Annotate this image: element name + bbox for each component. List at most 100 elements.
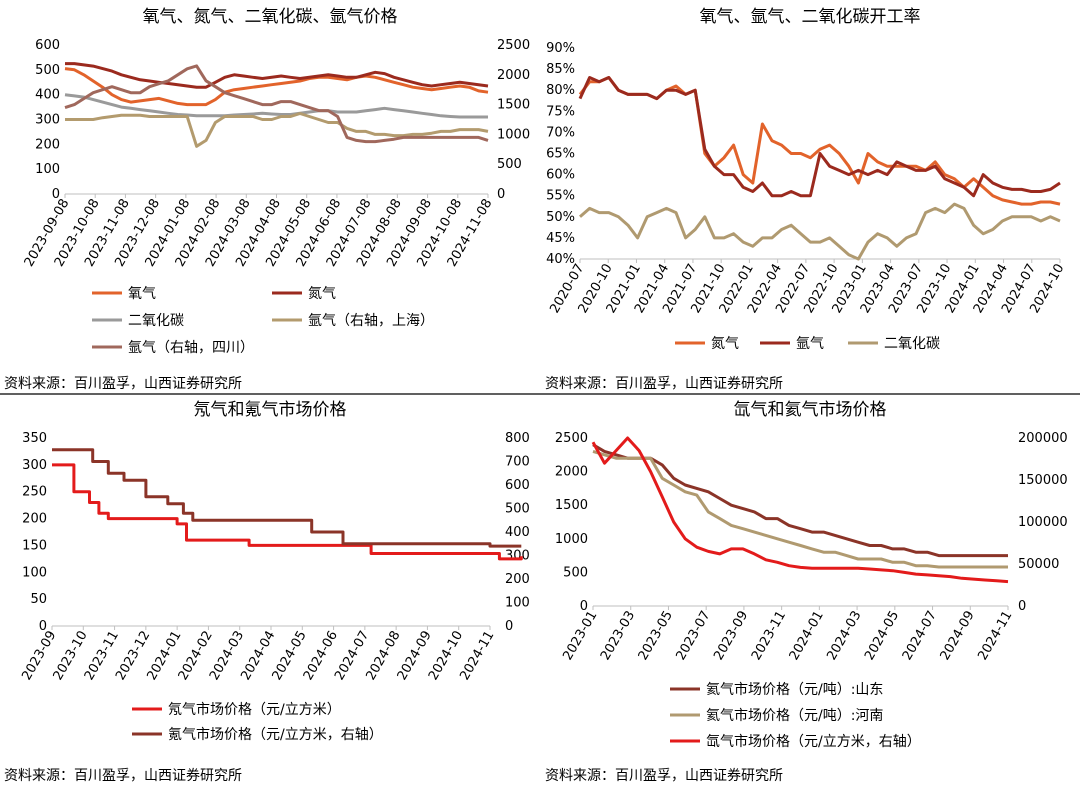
series-line: [592, 449, 1008, 569]
series-line: [65, 112, 489, 148]
x-tick-label: 2024-05: [862, 609, 902, 664]
x-tick-label: 2023-09: [711, 609, 751, 664]
y-tick-label: 2000: [555, 465, 588, 480]
y2-tick-label: 1500: [497, 98, 530, 113]
y-tick-label: 300: [35, 113, 60, 128]
y-tick-label: 45%: [546, 231, 575, 246]
y-tick-label: 0: [52, 187, 60, 202]
y2-tick-label: 50000: [1018, 557, 1059, 572]
y-tick-label: 65%: [546, 147, 575, 162]
y2-tick-label: 700: [505, 455, 530, 470]
y2-tick-label: 400: [505, 525, 530, 540]
y-tick-label: 0: [580, 599, 588, 614]
y2-tick-label: 500: [505, 502, 530, 517]
y-tick-label: 200: [22, 512, 47, 527]
x-tick-label: 2024-07: [900, 609, 940, 664]
y2-tick-label: 100000: [1018, 515, 1068, 530]
y-tick-label: 200: [35, 137, 60, 152]
series-line: [64, 67, 489, 107]
legend-label: 氖气市场价格（元/立方米）: [168, 701, 341, 718]
y2-tick-label: 100: [505, 596, 530, 611]
y-tick-label: 400: [35, 88, 60, 103]
source-note-4: 资料来源：百川盈孚，山西证券研究所: [545, 768, 783, 784]
legend-label: 氪气市场价格（元/立方米，右轴）: [168, 726, 383, 743]
y-tick-label: 500: [563, 565, 588, 580]
y-tick-label: 85%: [546, 62, 575, 77]
source-note-1: 资料来源：百川盈孚，山西证券研究所: [4, 376, 242, 392]
legend-label: 氩气: [796, 336, 824, 352]
y-tick-label: 80%: [546, 83, 575, 98]
x-tick-label: 2023-11: [749, 609, 789, 664]
y-tick-label: 1500: [555, 498, 588, 513]
chart1-legend: 氧气 氮气 二氧化碳 氩气（右轴，上海） 氩气（右轴，四川）: [92, 286, 434, 356]
y-tick-label: 500: [35, 63, 60, 78]
y2-tick-label: 0: [1018, 599, 1026, 614]
x-tick-label: 2024-09: [938, 609, 978, 664]
y-tick-label: 75%: [546, 104, 575, 119]
chart3-title: 氖气和氪气市场价格: [194, 400, 347, 420]
chart3-legend: 氖气市场价格（元/立方米） 氪气市场价格（元/立方米，右轴）: [132, 701, 383, 743]
series-line: [64, 64, 489, 144]
legend-label: 氦气市场价格（元/吨）:山东: [706, 681, 883, 698]
y-tick-label: 1000: [555, 532, 588, 547]
y2-tick-label: 600: [505, 478, 530, 493]
x-tick-label: 2023-07: [673, 609, 713, 664]
series-line: [52, 463, 523, 561]
legend-label: 氩气（右轴，上海）: [308, 313, 434, 329]
y2-tick-label: 300: [505, 549, 530, 564]
y2-tick-label: 200000: [1018, 431, 1068, 446]
source-note-2: 资料来源：百川盈孚，山西证券研究所: [545, 376, 783, 392]
chart2-title: 氧气、氩气、二氧化碳开工率: [700, 7, 921, 27]
chart4-legend: 氦气市场价格（元/吨）:山东 氦气市场价格（元/吨）:河南 氙气市场价格（元/立…: [670, 681, 921, 750]
legend-label: 氩气（右轴，四川）: [128, 340, 254, 356]
x-tick-label: 2023-05: [636, 609, 676, 664]
series-line: [579, 202, 1061, 261]
legend-label: 氦气市场价格（元/吨）:河南: [706, 707, 883, 724]
y-tick-label: 60%: [546, 168, 575, 183]
y-tick-label: 100: [22, 565, 47, 580]
series-line: [592, 443, 1008, 558]
y2-tick-label: 1000: [497, 127, 530, 142]
y2-tick-label: 0: [505, 619, 513, 634]
y-tick-label: 150: [22, 538, 47, 553]
chart1-title: 氧气、氮气、二氧化碳、氩气价格: [143, 7, 398, 27]
y-tick-label: 70%: [546, 125, 575, 140]
y-tick-label: 50%: [546, 210, 575, 225]
x-tick-label: 2024-03: [824, 609, 864, 664]
series-line: [64, 93, 488, 119]
y-tick-label: 350: [22, 431, 47, 446]
x-tick-label: 2024-01: [787, 609, 827, 664]
y2-tick-label: 500: [497, 157, 522, 172]
y-tick-label: 600: [35, 38, 60, 53]
y2-tick-label: 2000: [497, 68, 530, 83]
legend-label: 二氧化碳: [128, 313, 184, 329]
y-tick-label: 300: [22, 458, 47, 473]
series-line: [65, 62, 489, 89]
legend-label: 二氧化碳: [884, 336, 940, 352]
legend-label: 氙气市场价格（元/立方米，右轴）: [706, 733, 921, 750]
y2-tick-label: 2500: [497, 38, 530, 53]
legend-label: 氮气: [308, 286, 336, 302]
x-tick-label: 2023-01: [560, 609, 600, 664]
series-line: [52, 448, 522, 548]
y2-tick-label: 0: [497, 187, 505, 202]
y-tick-label: 40%: [546, 252, 575, 267]
y2-tick-label: 800: [505, 431, 530, 446]
y-tick-label: 100: [35, 162, 60, 177]
source-note-3: 资料来源：百川盈孚，山西证券研究所: [4, 768, 242, 784]
y-tick-label: 90%: [546, 41, 575, 56]
y2-tick-label: 150000: [1018, 473, 1068, 488]
chart2-legend: 氮气 氩气 二氧化碳: [675, 336, 940, 352]
chart4-title: 氙气和氦气市场价格: [734, 400, 887, 420]
plots-layer: 0100200300400500600050010001500200025002…: [19, 38, 1067, 683]
y-tick-label: 55%: [546, 189, 575, 204]
y-tick-label: 50: [30, 592, 47, 607]
series-line: [578, 76, 1061, 198]
y-tick-label: 2500: [555, 431, 588, 446]
x-tick-label: 2023-03: [598, 609, 638, 664]
y-tick-label: 250: [22, 485, 47, 500]
x-tick-label: 2024-11: [975, 609, 1015, 664]
y2-tick-label: 200: [505, 572, 530, 587]
series-line: [591, 436, 1009, 584]
y-tick-label: 0: [39, 619, 47, 634]
